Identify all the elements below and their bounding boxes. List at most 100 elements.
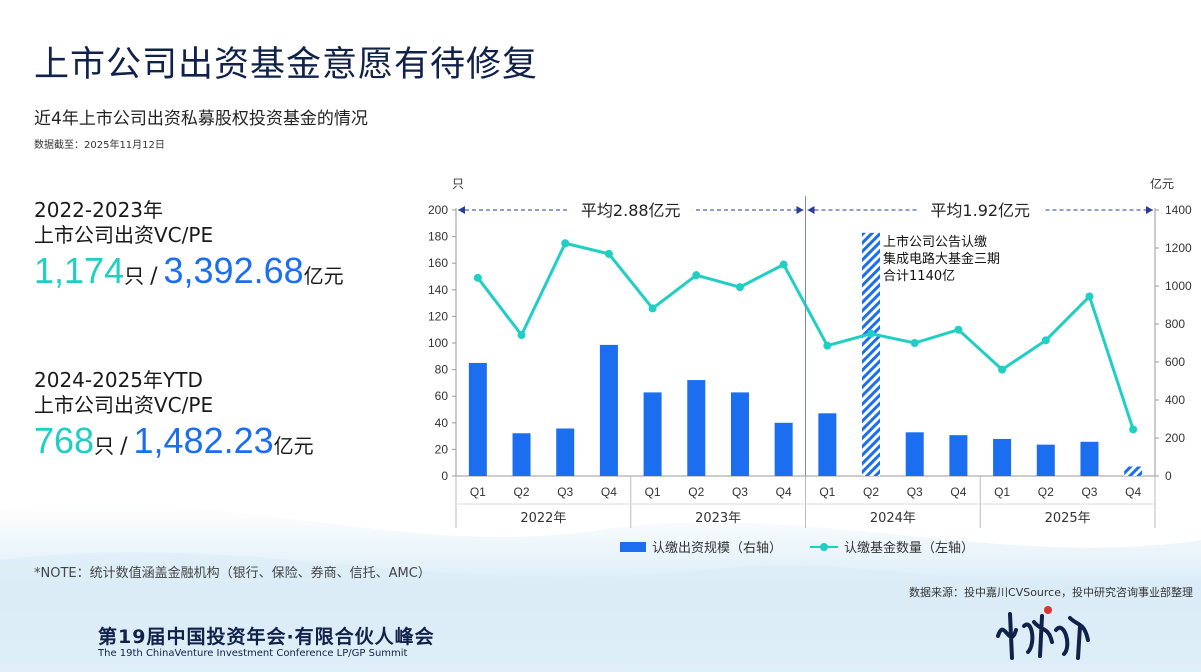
y-left-tick-label: 120	[428, 309, 448, 323]
y-right-tick-label: 0	[1165, 469, 1172, 483]
footnote: *NOTE：统计数值涵盖金融机构（银行、保险、券商、信托、AMC）	[34, 566, 431, 581]
stat-count-unit: 只	[124, 264, 145, 288]
x-tick-label: Q1	[994, 485, 1010, 499]
bar-hatched	[862, 232, 881, 476]
y-left-tick-label: 80	[435, 363, 449, 377]
x-tick-label: Q2	[688, 485, 704, 499]
line-point	[1041, 336, 1050, 345]
bar	[556, 428, 575, 476]
line-point	[1085, 292, 1094, 301]
x-year-label: 2025年	[1045, 511, 1091, 526]
x-tick-label: Q1	[470, 485, 486, 499]
y-left-tick-label: 60	[435, 389, 449, 403]
data-source: 数据来源：投中嘉川CVSource，投中研究咨询事业部整理	[909, 586, 1193, 599]
bar	[1036, 444, 1055, 476]
legend-line-swatch	[810, 542, 839, 552]
bar	[730, 392, 749, 476]
bar	[818, 413, 837, 476]
bar	[468, 362, 487, 476]
stat-period: 2024-2025年YTD	[34, 368, 203, 392]
y-left-tick-label: 160	[428, 256, 448, 270]
x-tick-label: Q2	[1038, 485, 1054, 499]
data-date: 数据截至：2025年11月12日	[34, 136, 165, 151]
y-left-unit: 只	[452, 177, 464, 191]
legend-bar-label: 认缴出资规模（右轴）	[652, 541, 783, 556]
x-tick-label: Q4	[1125, 485, 1141, 499]
bar	[949, 435, 968, 476]
legend-line-label: 认缴基金数量（左轴）	[844, 541, 975, 556]
legend-bar-swatch	[620, 541, 646, 552]
y-right-tick-label: 1200	[1165, 241, 1192, 255]
chart: 0 20 40 60 80 100 120 140 160 180 200 0 200 400 600 800…	[428, 176, 1192, 528]
y-left-tick-label: 100	[428, 336, 448, 350]
x-tick-label: Q4	[601, 485, 617, 499]
bar	[599, 344, 618, 476]
footer-title-cn: 第19届中国投资年会·有限合伙人峰会	[98, 626, 435, 648]
average-label-bg	[568, 198, 693, 222]
y-left-tick-label: 40	[435, 416, 449, 430]
average-label-bg	[918, 198, 1043, 222]
average-arrow-head-right	[1146, 206, 1153, 214]
y-left-tick-label: 20	[435, 442, 449, 456]
y-right-tick-label: 800	[1165, 317, 1185, 331]
bar	[643, 392, 662, 476]
x-tick-label: Q3	[1081, 485, 1097, 499]
y-right-tick-label: 600	[1165, 355, 1185, 369]
stat-slash: /	[120, 434, 128, 459]
chart-subtitle: 近4年上市公司出资私募股权投资基金的情况	[34, 109, 368, 129]
line-point	[692, 271, 701, 280]
x-tick-label: Q4	[950, 485, 966, 499]
y-left-tick-label: 200	[428, 203, 448, 217]
logo-calligraphy	[996, 606, 1090, 660]
y-left-tick-label: 140	[428, 283, 448, 297]
legend-item-bar: 认缴出资规模（右轴）	[620, 537, 782, 556]
line-point	[604, 249, 613, 258]
average-arrow-head-right	[796, 206, 804, 214]
legend-item-line: 认缴基金数量（左轴）	[810, 537, 974, 556]
average-label: 平均2.88亿元	[581, 201, 681, 220]
x-tick-label: Q1	[645, 485, 661, 499]
average-arrow-head-left	[458, 206, 465, 214]
line-point	[823, 341, 832, 350]
chart-legend: 认缴出资规模（右轴） 认缴基金数量（左轴）	[620, 537, 974, 556]
stat-desc: 上市公司出资VC/PE	[34, 393, 214, 417]
line-point	[954, 325, 963, 334]
stat-amount-unit: 亿元	[273, 434, 314, 458]
footer-title-en: The 19th ChinaVenture Investment Confere…	[98, 648, 408, 659]
x-tick-label: Q3	[732, 485, 748, 499]
y-right-unit: 亿元	[1150, 176, 1174, 191]
bar-hatched	[1124, 466, 1143, 476]
stat-amount: 3,392.68	[163, 250, 304, 291]
y-right-tick-label: 1400	[1165, 203, 1192, 217]
x-year-label: 2024年	[870, 511, 916, 526]
stat-amount: 1,482.23	[133, 420, 274, 461]
y-right-tick-label: 400	[1165, 393, 1185, 407]
x-tick-label: Q3	[907, 485, 923, 499]
bar	[774, 422, 793, 476]
line-point	[1129, 425, 1138, 434]
line-point	[473, 273, 482, 282]
stat-count-unit: 只	[94, 434, 115, 458]
stat-desc: 上市公司出资VC/PE	[34, 223, 214, 247]
line-point	[648, 304, 657, 313]
y-right-tick-label: 200	[1165, 431, 1185, 445]
annotation-text: 集成电路大基金三期	[883, 251, 1000, 267]
line-point	[517, 331, 526, 340]
line-point	[910, 339, 919, 347]
stat-period: 2022-2023年	[34, 198, 164, 222]
annotation-text: 上市公司公告认缴	[883, 234, 987, 250]
line-point	[998, 365, 1007, 374]
data-date-value: 2025年11月12日	[84, 140, 165, 151]
y-left-tick-label: 180	[428, 230, 448, 244]
y-right-tick-label: 1000	[1165, 279, 1192, 293]
line-point	[561, 239, 570, 248]
bar	[687, 380, 706, 476]
data-date-label: 数据截至：	[34, 140, 84, 151]
bar	[905, 432, 924, 476]
stat-count: 1,174	[34, 250, 125, 291]
average-label: 平均1.92亿元	[930, 201, 1030, 220]
x-tick-label: Q2	[514, 485, 530, 499]
line-point	[735, 283, 744, 292]
line-point	[779, 260, 788, 269]
stat-amount-unit: 亿元	[303, 264, 344, 288]
